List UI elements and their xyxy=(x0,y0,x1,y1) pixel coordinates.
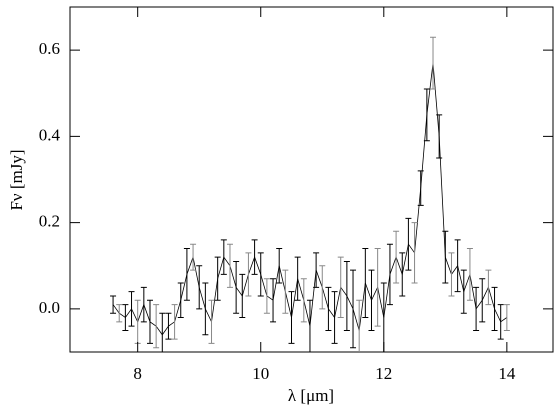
x-tick-label: 8 xyxy=(133,364,142,383)
error-bar xyxy=(423,88,430,142)
error-bar xyxy=(183,248,190,301)
error-bar xyxy=(430,36,437,90)
error-bar xyxy=(399,252,406,297)
y-tick-label: 0.2 xyxy=(39,212,60,231)
error-bar xyxy=(411,222,418,284)
error-bar xyxy=(405,217,412,271)
error-bar xyxy=(497,304,504,340)
plot-area xyxy=(110,36,510,352)
error-bar xyxy=(140,286,147,323)
error-bar xyxy=(226,243,233,288)
error-bar xyxy=(196,265,203,310)
error-bar xyxy=(270,278,277,323)
error-bar xyxy=(122,304,129,331)
error-bar xyxy=(190,243,197,271)
error-bar xyxy=(294,256,301,301)
error-bar xyxy=(128,291,135,327)
error-bar xyxy=(202,282,209,336)
error-bar xyxy=(319,265,326,310)
error-bar xyxy=(239,273,246,318)
error-bar xyxy=(134,299,141,344)
error-bar xyxy=(288,291,295,344)
error-bar xyxy=(233,260,240,314)
error-bar xyxy=(282,269,289,314)
error-bar xyxy=(251,239,258,275)
error-bar xyxy=(337,256,344,318)
error-bar xyxy=(485,269,492,306)
error-bar xyxy=(491,286,498,331)
error-bar xyxy=(417,170,424,206)
error-bar xyxy=(300,278,307,323)
error-bar xyxy=(356,299,363,352)
error-bar xyxy=(374,248,381,327)
error-bar xyxy=(220,239,227,275)
error-bar xyxy=(448,252,455,297)
error-bar xyxy=(350,269,357,349)
error-bar xyxy=(177,282,184,318)
error-bar xyxy=(473,286,480,331)
error-bar xyxy=(165,312,172,340)
error-bar xyxy=(116,304,123,323)
error-bar xyxy=(503,304,510,331)
error-bar xyxy=(110,295,117,314)
y-tick-label: 0.4 xyxy=(39,125,61,144)
error-bar xyxy=(460,269,467,314)
x-axis-label: λ [μm] xyxy=(288,386,334,405)
error-bar xyxy=(313,252,320,288)
error-bar xyxy=(325,286,332,331)
y-tick-label: 0.6 xyxy=(39,39,60,58)
y-tick-label: 0.0 xyxy=(39,298,60,317)
error-bar xyxy=(386,243,393,306)
error-bar xyxy=(436,114,443,159)
error-bar xyxy=(331,291,338,344)
x-tick-label: 12 xyxy=(375,364,392,383)
error-bar xyxy=(257,252,264,297)
spectrum-line xyxy=(112,63,508,336)
error-bar xyxy=(380,282,387,352)
error-bar xyxy=(479,278,486,323)
error-bar xyxy=(466,248,473,301)
error-bar xyxy=(214,256,221,301)
error-bar xyxy=(362,248,369,318)
error-bar xyxy=(276,248,283,284)
error-bar xyxy=(171,304,178,340)
error-bar xyxy=(442,230,449,284)
error-bar xyxy=(153,304,160,349)
error-bar xyxy=(454,239,461,293)
error-bar xyxy=(245,252,252,297)
error-bar xyxy=(263,278,270,314)
error-bar xyxy=(208,299,215,344)
error-bar xyxy=(343,260,350,331)
x-tick-label: 14 xyxy=(498,364,516,383)
x-tick-label: 10 xyxy=(252,364,269,383)
error-bar xyxy=(159,312,166,352)
error-bar xyxy=(306,299,313,352)
y-axis-label: Fν [mJy] xyxy=(7,149,26,210)
error-bar xyxy=(393,230,400,284)
error-bar xyxy=(368,269,375,331)
error-bar xyxy=(146,299,153,344)
